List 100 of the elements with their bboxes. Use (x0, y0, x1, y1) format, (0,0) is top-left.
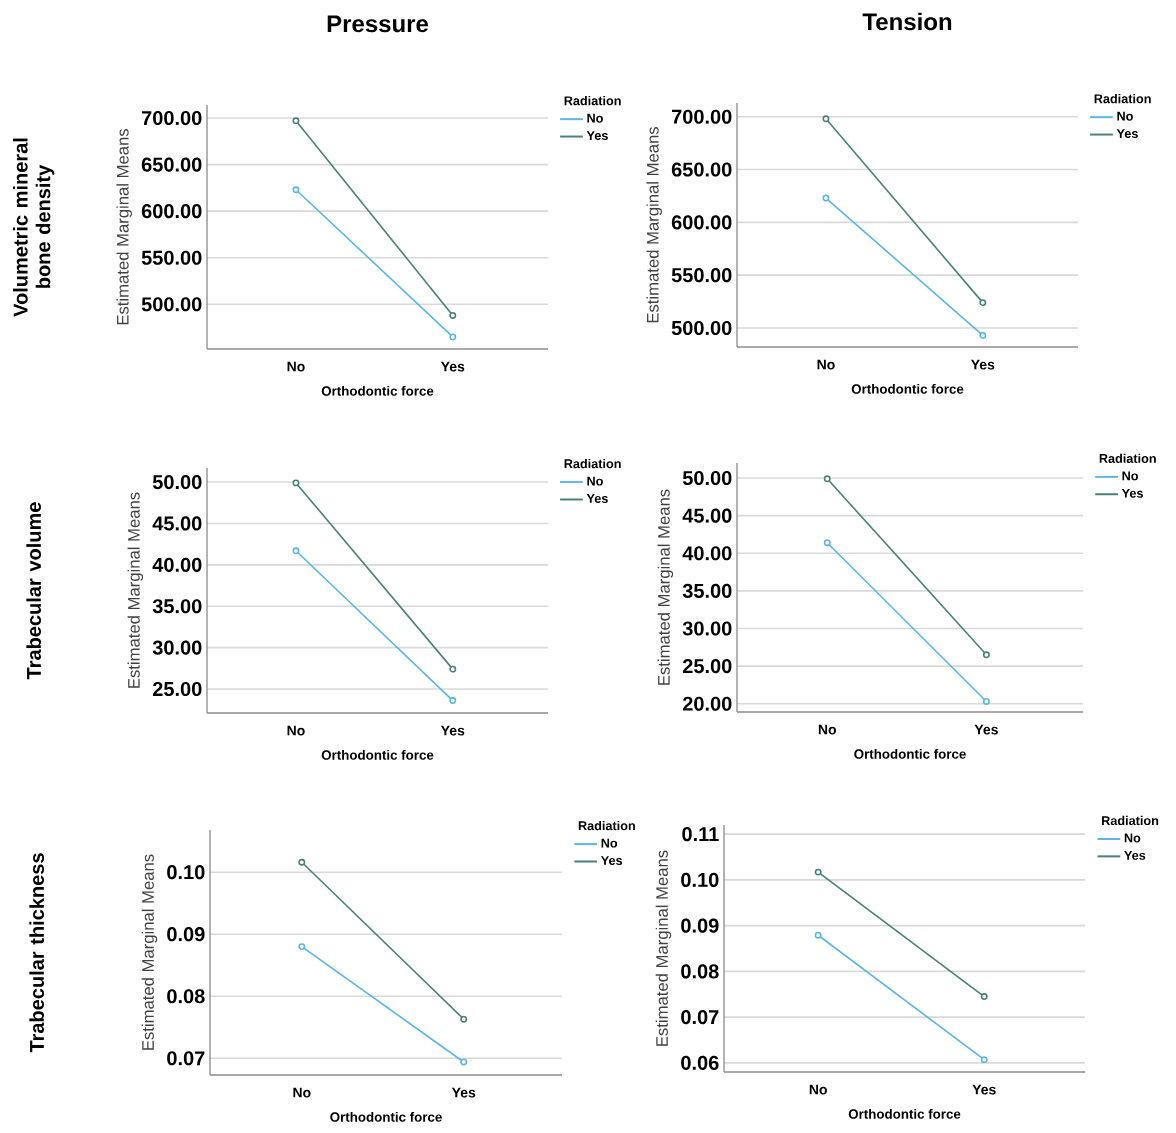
x-tick-label: No (809, 1084, 827, 1095)
x-tick-label: Yes (451, 1087, 476, 1098)
y-tick-label: 45.00 (152, 516, 202, 531)
y-tick-label: 550.00 (671, 268, 732, 283)
y-axis-title: Estimated Marginal Means (127, 492, 144, 688)
y-tick-label: 50.00 (682, 470, 732, 486)
point (822, 115, 830, 123)
x-tick-label: No (287, 361, 305, 372)
y-tick-label: 25.00 (152, 681, 202, 697)
x-axis-title: Orthodontic force (848, 1108, 961, 1119)
x-tick-label: No (287, 725, 305, 736)
y-tick-label: 0.07 (167, 1051, 205, 1066)
point (292, 186, 300, 194)
point (980, 1056, 988, 1064)
legend-label: No (1117, 111, 1133, 121)
point (449, 697, 457, 705)
legend-label: No (1122, 471, 1139, 481)
point (814, 868, 822, 876)
chart-title: Tension (862, 12, 952, 31)
x-tick-label: No (293, 1087, 311, 1098)
legend-label: Yes (586, 494, 608, 503)
legend-label: No (587, 113, 603, 123)
point (449, 333, 457, 341)
y-tick-label: 40.00 (682, 546, 732, 561)
y-tick-label: 20.00 (682, 696, 732, 711)
y-tick-label: 0.10 (681, 872, 719, 887)
legend-title: Radiation (1094, 93, 1151, 104)
text: Trabecular volume (26, 502, 42, 680)
y-tick-label: 45.00 (682, 508, 732, 523)
y-tick-label: 600.00 (671, 215, 732, 230)
y-axis-title: Estimated Marginal Means (141, 854, 158, 1050)
x-tick-label: Yes (440, 361, 465, 372)
legend-label: No (601, 838, 618, 848)
y-tick-label: 0.06 (681, 1055, 719, 1070)
y-tick-label: 700.00 (141, 110, 202, 126)
y-tick-label: 40.00 (152, 557, 202, 572)
y-tick-label: 25.00 (682, 659, 732, 674)
point (298, 943, 306, 951)
legend-title: Radiation (1099, 453, 1156, 463)
x-tick-label: Yes (970, 359, 995, 370)
legend-label: Yes (600, 856, 623, 865)
text: Trabecular thickness (29, 853, 45, 1053)
point (823, 539, 831, 547)
legend-label: No (1124, 833, 1141, 843)
point (460, 1015, 468, 1023)
point (982, 698, 990, 705)
y-tick-label: 30.00 (152, 640, 202, 655)
x-tick-label: No (818, 724, 837, 735)
y-tick-label: 0.09 (167, 927, 205, 942)
y-tick-label: 50.00 (152, 474, 202, 490)
x-tick-label: Yes (440, 725, 465, 736)
point (822, 194, 830, 202)
x-axis-title: Orthodontic force (321, 385, 434, 396)
chart-title: Pressure (327, 15, 429, 33)
y-axis-title: Estimated Marginal Means (657, 489, 674, 685)
y-tick-label: 35.00 (152, 599, 202, 614)
x-axis-title: Orthodontic force (851, 383, 964, 394)
point (823, 475, 831, 483)
y-axis-title: Estimated Marginal Means (116, 128, 132, 325)
point (292, 547, 300, 555)
point (298, 858, 306, 866)
y-tick-label: 600.00 (141, 204, 202, 219)
legend-title: Radiation (564, 458, 621, 469)
y-axis-title: Estimated Marginal Means (655, 850, 672, 1046)
point (292, 479, 300, 487)
y-tick-label: 550.00 (141, 250, 202, 265)
y-tick-label: 0.11 (682, 827, 719, 842)
point (979, 299, 987, 307)
y-tick-label: 0.07 (681, 1010, 719, 1025)
legend-label: Yes (586, 131, 608, 141)
point (814, 931, 822, 939)
x-tick-label: Yes (972, 1084, 996, 1095)
x-axis-title: Orthodontic force (321, 749, 434, 760)
y-tick-label: 0.10 (167, 865, 205, 880)
y-tick-label: 500.00 (141, 297, 202, 312)
legend-label: Yes (1116, 129, 1138, 139)
text: Volumetric mineral bone density (13, 138, 55, 317)
y-axis-title: Estimated Marginal Means (646, 126, 662, 323)
point (292, 117, 300, 125)
y-tick-label: 0.08 (681, 964, 719, 979)
point (979, 331, 987, 339)
legend-label: Yes (1121, 488, 1143, 498)
y-tick-label: 0.09 (681, 918, 719, 933)
legend-label: Yes (1124, 851, 1146, 860)
y-tick-label: 500.00 (671, 320, 732, 336)
point (982, 651, 990, 659)
y-tick-label: 700.00 (671, 109, 732, 124)
legend-title: Radiation (578, 820, 635, 831)
x-axis-title: Orthodontic force (854, 748, 966, 759)
point (449, 312, 457, 319)
y-tick-label: 35.00 (682, 583, 732, 598)
legend-title: Radiation (564, 95, 621, 106)
legend-label: No (587, 476, 603, 486)
point (980, 993, 988, 1000)
x-tick-label: No (817, 359, 835, 370)
point (449, 665, 457, 673)
y-tick-label: 650.00 (141, 157, 202, 172)
x-tick-label: Yes (974, 724, 998, 735)
x-axis-title: Orthodontic force (330, 1111, 442, 1122)
y-tick-label: 0.08 (167, 989, 205, 1004)
